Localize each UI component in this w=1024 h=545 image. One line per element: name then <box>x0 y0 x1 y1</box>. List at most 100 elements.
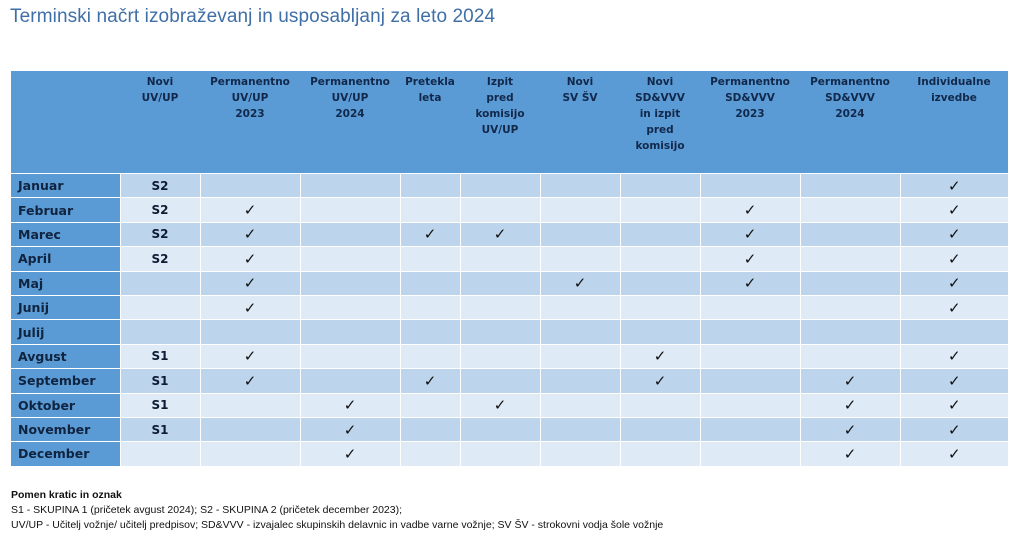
schedule-cell: ✓ <box>699 246 800 272</box>
table-body: Januar S2 ✓ Februar S2 ✓ ✓ ✓ Marec S2 ✓ ✓ ✓ ✓ ✓ April S2… <box>11 172 1008 466</box>
legend: Pomen kratic in oznak S1 - SKUPINA 1 (pr… <box>11 488 663 533</box>
schedule-cell <box>539 343 620 369</box>
schedule-cell <box>619 270 700 296</box>
column-header: Permanentno SD&VVV 2023 <box>700 71 800 174</box>
table-row: Marec S2 ✓ ✓ ✓ ✓ ✓ <box>11 221 1008 247</box>
schedule-cell <box>539 294 620 320</box>
schedule-cell <box>619 246 700 272</box>
column-header: Novi SV ŠV <box>540 71 620 174</box>
schedule-cell <box>459 343 540 369</box>
schedule-cell <box>539 441 620 466</box>
legend-line-groups: S1 - SKUPINA 1 (pričetek avgust 2024); S… <box>11 504 403 516</box>
checkmark-icon: ✓ <box>947 396 961 415</box>
schedule-cell: ✓ <box>299 441 400 466</box>
table-row: Avgust S1 ✓ ✓ ✓ <box>11 343 1008 369</box>
schedule-cell: ✓ <box>799 441 900 466</box>
checkmark-icon: ✓ <box>843 396 857 415</box>
checkmark-icon: ✓ <box>947 298 961 317</box>
group-cell: S1 <box>119 416 200 442</box>
schedule-cell <box>459 368 540 394</box>
checkmark-icon: ✓ <box>947 176 961 195</box>
schedule-cell: ✓ <box>899 392 1008 418</box>
month-label: Februar <box>11 197 120 223</box>
schedule-cell <box>619 294 700 320</box>
group-cell: S2 <box>119 197 200 223</box>
column-header: Permanentno SD&VVV 2024 <box>800 71 900 174</box>
checkmark-icon: ✓ <box>743 201 757 220</box>
schedule-cell <box>539 172 620 198</box>
schedule-cell <box>399 441 460 466</box>
group-cell <box>119 270 200 296</box>
schedule-cell <box>199 172 300 198</box>
schedule-cell <box>459 416 540 442</box>
checkmark-icon: ✓ <box>343 396 357 415</box>
schedule-cell: ✓ <box>399 221 460 247</box>
schedule-cell: ✓ <box>199 221 300 247</box>
checkmark-icon: ✓ <box>243 274 257 293</box>
schedule-cell: ✓ <box>699 197 800 223</box>
schedule-cell <box>899 319 1008 345</box>
schedule-cell <box>299 368 400 394</box>
column-header: Izpit pred komisijo UV/UP <box>460 71 540 174</box>
schedule-cell <box>199 416 300 442</box>
schedule-cell <box>459 319 540 345</box>
schedule-cell <box>699 392 800 418</box>
checkmark-icon: ✓ <box>743 225 757 244</box>
column-header: Permanentno UV/UP 2023 <box>200 71 300 174</box>
schedule-cell <box>699 294 800 320</box>
schedule-cell: ✓ <box>619 343 700 369</box>
group-cell <box>119 294 200 320</box>
checkmark-icon: ✓ <box>743 274 757 293</box>
checkmark-icon: ✓ <box>947 420 961 439</box>
column-header: Pretekla leta <box>400 71 460 174</box>
checkmark-icon: ✓ <box>423 371 437 390</box>
schedule-cell: ✓ <box>619 368 700 394</box>
schedule-cell: ✓ <box>699 270 800 296</box>
group-cell: S1 <box>119 392 200 418</box>
checkmark-icon: ✓ <box>243 298 257 317</box>
schedule-cell <box>399 197 460 223</box>
schedule-cell <box>399 343 460 369</box>
month-label: Julij <box>11 319 120 345</box>
schedule-cell <box>539 416 620 442</box>
schedule-cell <box>799 246 900 272</box>
schedule-cell <box>459 172 540 198</box>
schedule-cell <box>799 270 900 296</box>
schedule-cell <box>799 172 900 198</box>
checkmark-icon: ✓ <box>243 225 257 244</box>
checkmark-icon: ✓ <box>947 444 961 463</box>
schedule-cell: ✓ <box>899 270 1008 296</box>
legend-heading: Pomen kratic in oznak <box>11 489 122 501</box>
schedule-cell: ✓ <box>199 270 300 296</box>
table-row: November S1 ✓ ✓ ✓ <box>11 416 1008 442</box>
schedule-cell <box>299 319 400 345</box>
schedule-cell <box>399 319 460 345</box>
table-row: Februar S2 ✓ ✓ ✓ <box>11 197 1008 223</box>
schedule-cell <box>299 294 400 320</box>
column-header: Novi UV/UP <box>120 71 200 174</box>
checkmark-icon: ✓ <box>493 396 507 415</box>
schedule-cell <box>619 441 700 466</box>
column-header: Permanentno UV/UP 2024 <box>300 71 400 174</box>
schedule-cell: ✓ <box>199 197 300 223</box>
schedule-cell <box>299 343 400 369</box>
checkmark-icon: ✓ <box>243 249 257 268</box>
schedule-cell <box>399 416 460 442</box>
group-cell: S1 <box>119 343 200 369</box>
schedule-cell <box>799 294 900 320</box>
table-row: September S1 ✓ ✓ ✓ ✓ ✓ <box>11 368 1008 394</box>
schedule-cell <box>199 392 300 418</box>
schedule-cell <box>799 221 900 247</box>
checkmark-icon: ✓ <box>243 371 257 390</box>
checkmark-icon: ✓ <box>947 249 961 268</box>
table-row: December ✓ ✓ ✓ <box>11 441 1008 466</box>
schedule-cell <box>699 441 800 466</box>
schedule-table: Novi UV/UP Permanentno UV/UP 2023 Permanen… <box>11 71 1008 466</box>
schedule-cell <box>699 319 800 345</box>
schedule-cell: ✓ <box>399 368 460 394</box>
month-label: Avgust <box>11 343 120 369</box>
group-cell: S1 <box>119 368 200 394</box>
schedule-cell: ✓ <box>299 392 400 418</box>
schedule-cell <box>619 221 700 247</box>
schedule-cell <box>399 392 460 418</box>
